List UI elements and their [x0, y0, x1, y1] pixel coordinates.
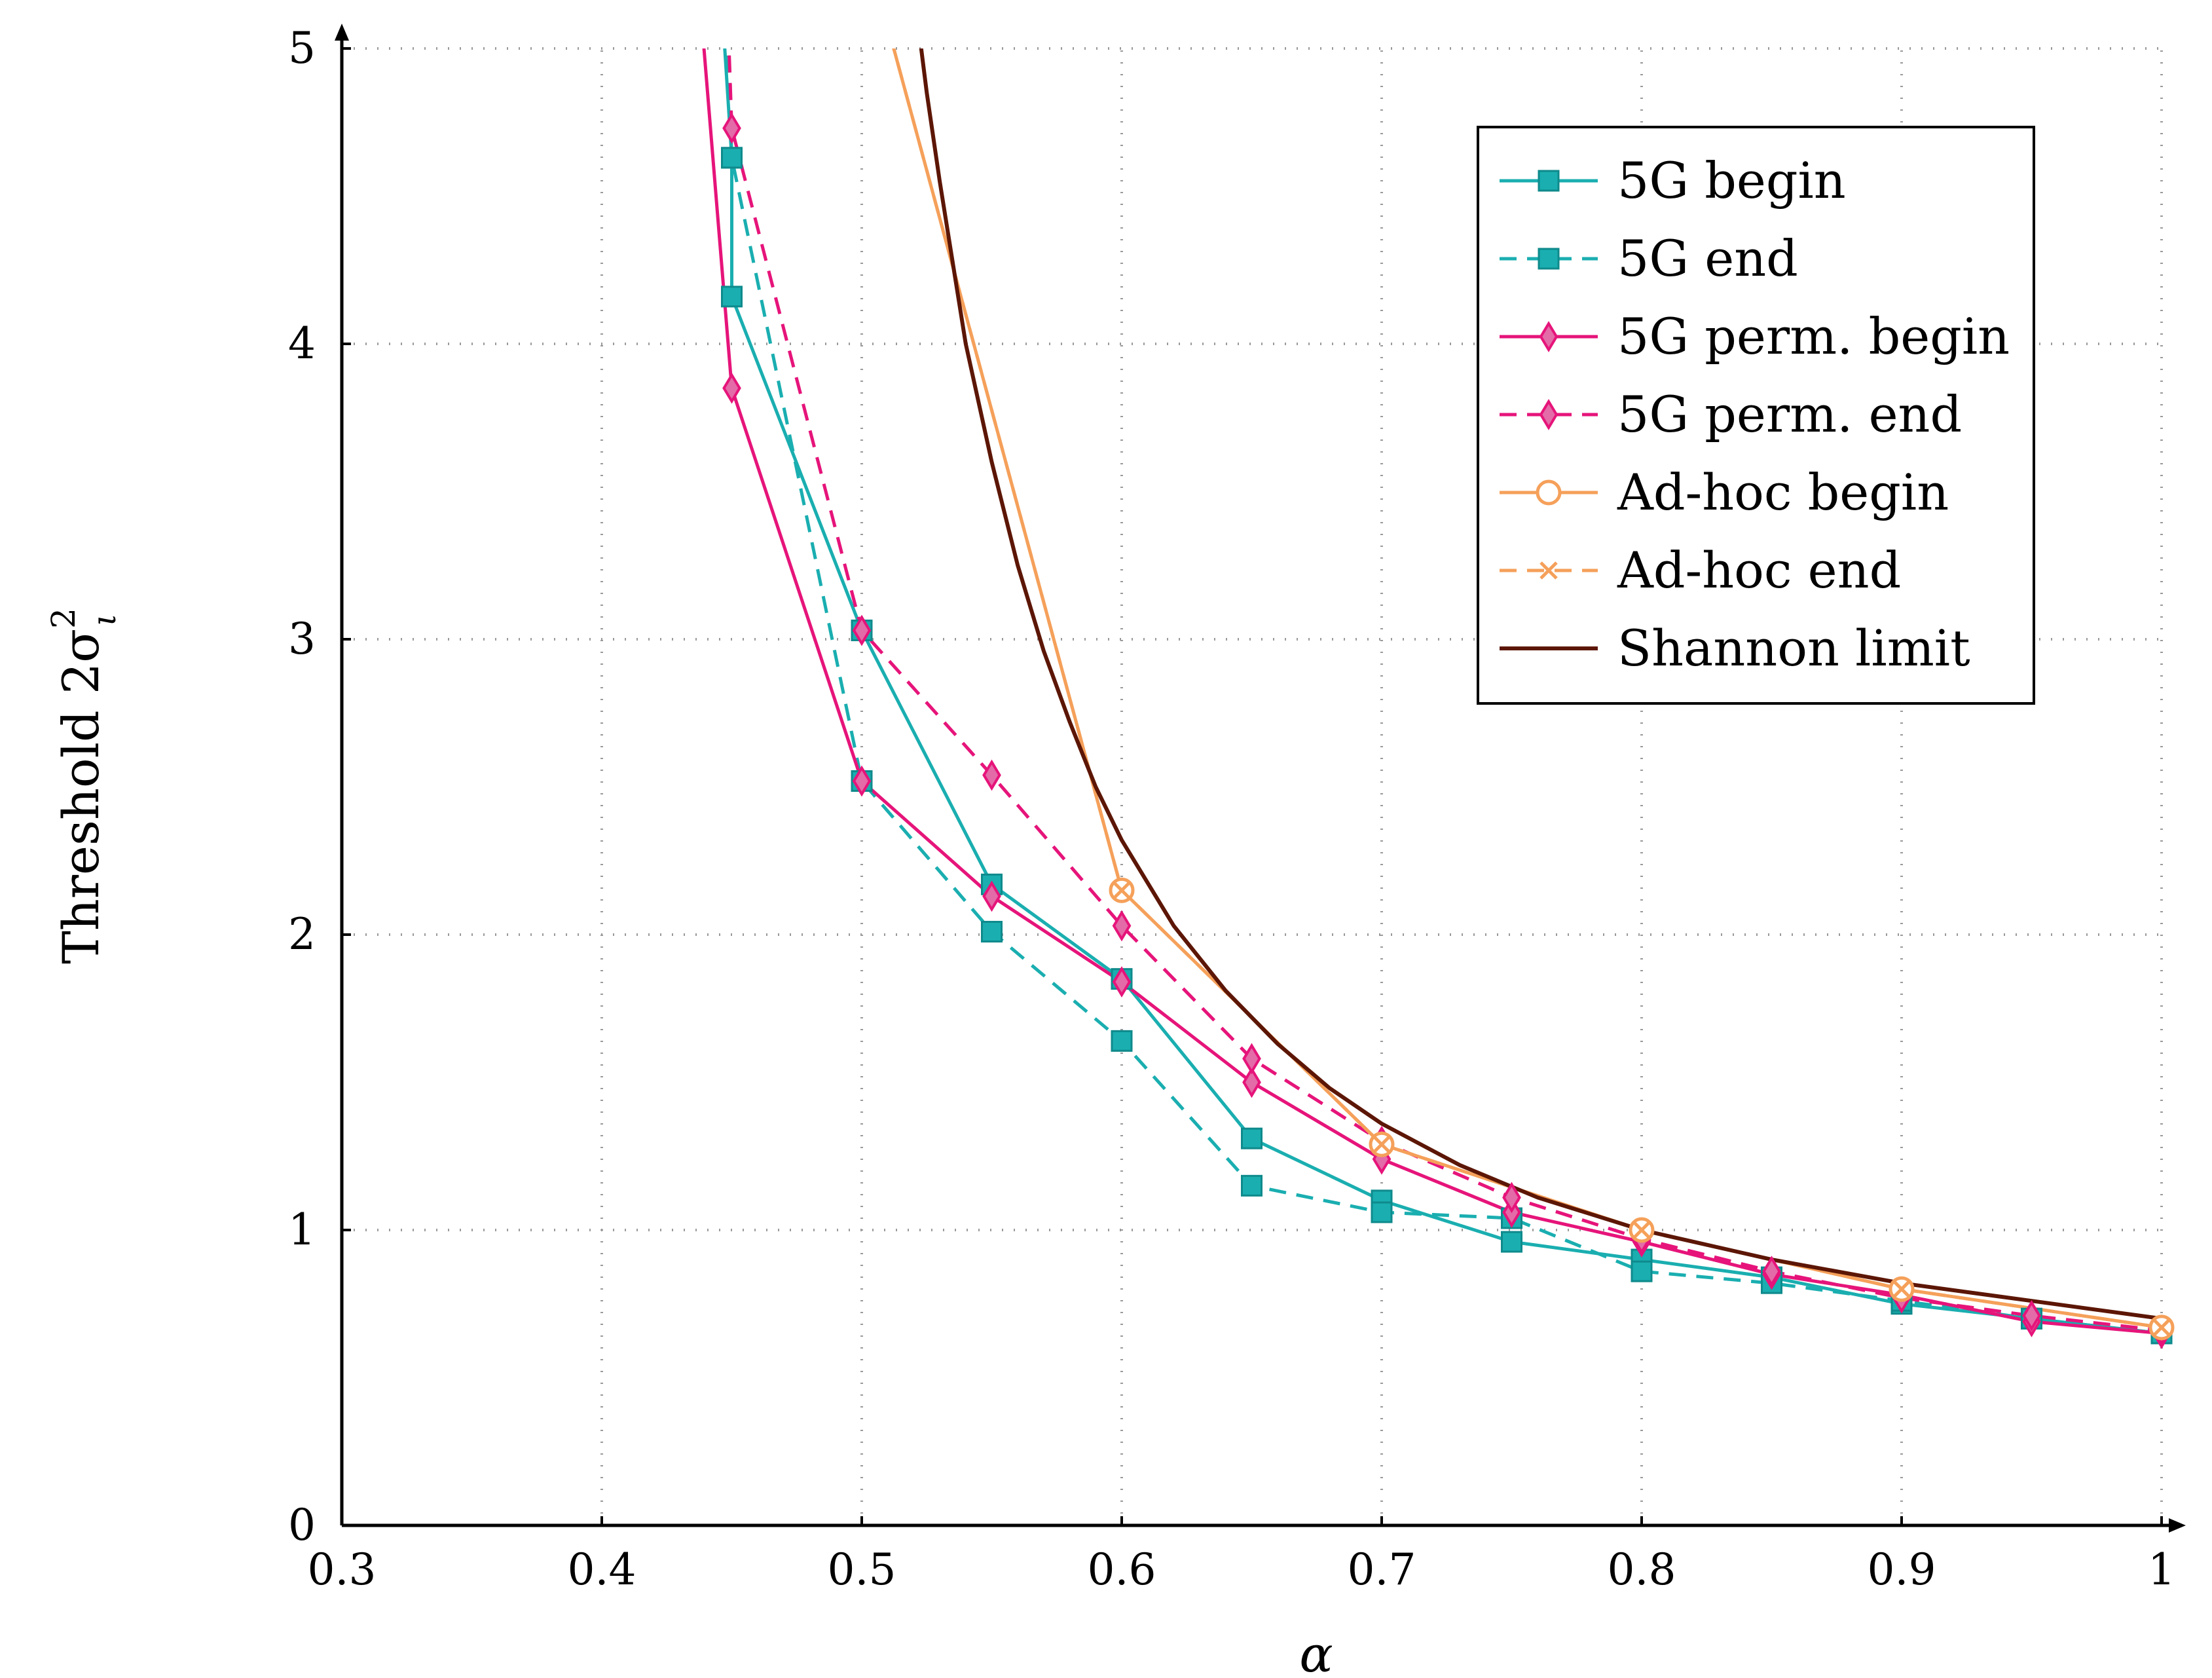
x-tick-label: 0.4 [568, 1544, 636, 1595]
marker-5g-end [1631, 1260, 1653, 1282]
marker-5g-perm-end [1762, 1256, 1781, 1288]
marker-5g-perm-end [722, 112, 741, 144]
marker-5g-perm-end [1502, 1182, 1521, 1214]
x-tick-label: 0.5 [828, 1544, 896, 1595]
y-tick-label: 2 [288, 909, 316, 960]
marker-5g-perm-end [982, 759, 1001, 791]
y-axis-arrow [335, 24, 349, 41]
marker-5g-end [1371, 1201, 1393, 1223]
x-tick-label: 0.9 [1868, 1544, 1936, 1595]
marker-5g-end [1111, 1030, 1133, 1052]
marker-5g-end [721, 147, 743, 169]
y-tick-label: 1 [288, 1204, 316, 1255]
y-tick-label: 0 [288, 1500, 316, 1550]
series-line-shannon-limit [919, 48, 2162, 1321]
y-axis-label: Threshold 2σ2ι [45, 608, 123, 964]
marker-5g-perm-begin [722, 372, 741, 404]
legend-marker-5g-begin [1538, 170, 1560, 192]
y-tick-label: 3 [288, 614, 316, 664]
x-tick-label: 0.7 [1348, 1544, 1416, 1595]
legend-marker-5g-perm-end [1539, 399, 1558, 430]
marker-5g-end [1241, 1174, 1263, 1197]
marker-5g-perm-end [852, 614, 872, 646]
legend-label-5g-end: 5G end [1617, 229, 1798, 288]
legend: 5G begin 5G end 5G perm. begin 5G perm. end… [1477, 126, 2035, 705]
legend-label-5g-perm-end: 5G perm. end [1617, 385, 1962, 443]
marker-ad-hoc-end [1632, 1221, 1651, 1239]
x-axis-label: α [1299, 1625, 1333, 1678]
y-axis-label-subscript: ι [85, 613, 123, 626]
marker-5g-perm-begin [852, 765, 872, 797]
marker-ad-hoc-end [1892, 1280, 1911, 1298]
legend-marker-5g-end [1538, 248, 1560, 270]
legend-marker-5g-perm-begin [1539, 321, 1558, 352]
legend-marker-ad-hoc-begin [1536, 479, 1562, 506]
marker-ad-hoc-end [2152, 1318, 2171, 1337]
marker-layer [721, 112, 2175, 1349]
y-axis-label-text: Threshold 2σ [52, 629, 110, 964]
marker-5g-begin [721, 286, 743, 308]
marker-5g-perm-begin [982, 880, 1001, 912]
svg-text:Threshold 2σ2ι: Threshold 2σ2ι [45, 608, 123, 964]
tick-labels: 0.3 0.4 0.5 0.6 0.7 0.8 0.9 1 0 1 2 3 4 5 [288, 23, 2175, 1595]
marker-5g-perm-begin [1112, 966, 1132, 998]
marker-5g-begin [1501, 1231, 1522, 1253]
legend-label-ad-hoc-end: Ad-hoc end [1617, 541, 1901, 599]
y-tick-label: 5 [288, 23, 316, 73]
x-tick-label: 0.6 [1088, 1544, 1156, 1595]
y-tick-label: 4 [288, 318, 316, 369]
x-tick-label: 1 [2148, 1544, 2175, 1595]
y-axis-label-superscript: 2 [45, 608, 83, 629]
x-tick-label: 0.3 [308, 1544, 377, 1595]
axes [335, 24, 2186, 1533]
legend-label-shannon-limit: Shannon limit [1617, 619, 1970, 677]
marker-5g-end [981, 920, 1003, 942]
legend-label-5g-perm-begin: 5G perm. begin [1617, 307, 2010, 365]
marker-5g-perm-begin [1242, 1066, 1261, 1098]
x-axis-arrow [2169, 1518, 2186, 1533]
x-tick-label: 0.8 [1608, 1544, 1676, 1595]
marker-ad-hoc-end [1373, 1135, 1391, 1153]
marker-5g-perm-end [1112, 910, 1132, 942]
series-line-5g-begin [723, 48, 2162, 1335]
marker-5g-begin [1241, 1127, 1263, 1149]
legend-label-ad-hoc-begin: Ad-hoc begin [1617, 463, 1949, 521]
marker-ad-hoc-end [1113, 881, 1131, 900]
legend-marker-ad-hoc-end [1539, 561, 1558, 580]
marker-5g-perm-end [2022, 1299, 2041, 1332]
marker-5g-perm-end [1242, 1043, 1261, 1075]
legend-label-5g-begin: 5G begin [1617, 151, 1846, 210]
